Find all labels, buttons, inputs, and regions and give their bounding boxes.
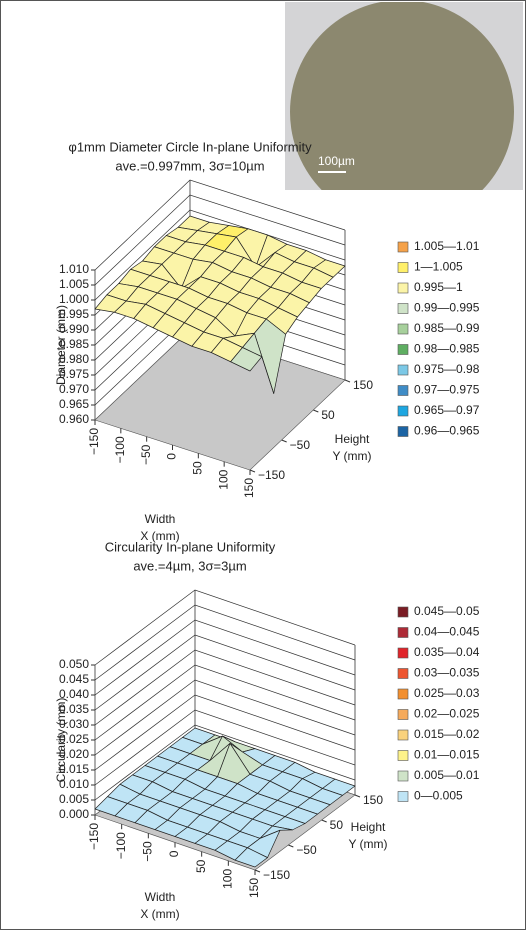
legend-swatch (398, 283, 408, 293)
legend-label: 0.985—0.99 (414, 321, 480, 335)
legend-label: 0.045—0.05 (414, 604, 480, 618)
z-tick-label: 1.010 (59, 262, 89, 276)
x-tick-label: 0 (167, 850, 181, 857)
z-axis-title: Circularity (mm) (54, 698, 68, 783)
legend-label: 0.99—0.995 (414, 301, 480, 315)
z-tick-label: 1.005 (59, 277, 89, 291)
x-tick-label: 100 (221, 869, 235, 889)
z-tick-label: 0.000 (59, 807, 89, 821)
legend-swatch (398, 406, 408, 416)
x-tick-label: −150 (87, 428, 101, 455)
scale-label: 100µm (318, 154, 355, 168)
z-tick-label: 0.965 (59, 397, 89, 411)
y-tick-label: −50 (296, 843, 317, 857)
legend-swatch (398, 324, 408, 334)
legend-swatch (398, 689, 408, 699)
z-tick-label: 0.005 (59, 792, 89, 806)
z-tick-label: 0.050 (59, 657, 89, 671)
legend-swatch (398, 730, 408, 740)
y-tick-label: −150 (263, 868, 290, 882)
x-tick-label: −150 (87, 823, 101, 850)
z-tick-label: 1.000 (59, 292, 89, 306)
z-tick-label: 0.960 (59, 412, 89, 426)
y-axis-title: Y (mm) (348, 837, 387, 851)
legend-label: 1.005—1.01 (414, 239, 480, 253)
y-tick-label: −50 (290, 438, 311, 452)
y-axis-title: Height (335, 432, 370, 446)
x-tick-label: 50 (191, 461, 205, 475)
z-axis-title: Diameter (mm) (54, 305, 68, 385)
legend-label: 0.02—0.025 (414, 707, 480, 721)
page: {"photo": {"scale_label": "100µm"}, "cha… (0, 0, 526, 935)
legend-swatch (398, 386, 408, 396)
x-axis-title: Width (145, 512, 176, 526)
x-tick-label: −100 (113, 436, 127, 463)
legend-label: 0.965—0.97 (414, 403, 480, 417)
x-tick-label: 100 (216, 469, 230, 489)
x-tick-label: 150 (247, 878, 261, 898)
legend-label: 0—0.005 (414, 789, 463, 803)
y-axis-title: Y (mm) (332, 449, 371, 463)
chart-subtitle: ave.=4µm, 3σ=3µm (133, 558, 246, 573)
chart-title: φ1mm Diameter Circle In-plane Uniformity (68, 139, 312, 154)
y-axis-title: Height (351, 820, 386, 834)
x-tick-label: −100 (114, 832, 128, 859)
legend-swatch (398, 607, 408, 617)
legend-label: 0.035—0.04 (414, 645, 480, 659)
legend-label: 0.04—0.045 (414, 625, 480, 639)
legend-swatch (398, 365, 408, 375)
legend-swatch (398, 792, 408, 802)
y-tick-label: 50 (330, 818, 344, 832)
legend-swatch (398, 751, 408, 761)
legend-label: 0.005—0.01 (414, 768, 480, 782)
x-tick-label: 50 (194, 859, 208, 873)
legend-label: 0.01—0.015 (414, 748, 480, 762)
y-tick-label: 150 (353, 378, 373, 392)
x-axis-title: Width (145, 890, 176, 904)
legend-label: 0.995—1 (414, 280, 463, 294)
legend-label: 1—1.005 (414, 260, 463, 274)
legend-label: 0.015—0.02 (414, 727, 480, 741)
x-tick-label: 150 (242, 478, 256, 498)
x-axis-title: X (mm) (140, 907, 179, 921)
y-tick-label: −150 (258, 468, 285, 482)
chart-subtitle: ave.=0.997mm, 3σ=10µm (115, 158, 264, 173)
z-tick-label: 0.045 (59, 672, 89, 686)
legend-swatch (398, 648, 408, 658)
legend-label: 0.96—0.965 (414, 424, 480, 438)
legend-swatch (398, 710, 408, 720)
legend-swatch (398, 263, 408, 273)
legend-label: 0.03—0.035 (414, 666, 480, 680)
legend-label: 0.025—0.03 (414, 686, 480, 700)
legend-label: 0.98—0.985 (414, 342, 480, 356)
legend-swatch (398, 771, 408, 781)
legend-swatch (398, 669, 408, 679)
y-tick-label: 150 (363, 793, 383, 807)
legend-label: 0.975—0.98 (414, 362, 480, 376)
legend-swatch (398, 628, 408, 638)
legend-swatch (398, 427, 408, 437)
x-tick-label: 0 (165, 453, 179, 460)
legend-swatch (398, 345, 408, 355)
x-tick-label: −50 (141, 841, 155, 862)
chart-title: Circularity In-plane Uniformity (105, 539, 276, 554)
legend-swatch (398, 242, 408, 252)
x-tick-label: −50 (139, 444, 153, 465)
y-tick-label: 50 (321, 408, 335, 422)
figure: 100µm φ1mm Diameter Circle In-plane Unif… (0, 0, 526, 930)
legend-label: 0.97—0.975 (414, 383, 480, 397)
legend-swatch (398, 304, 408, 314)
